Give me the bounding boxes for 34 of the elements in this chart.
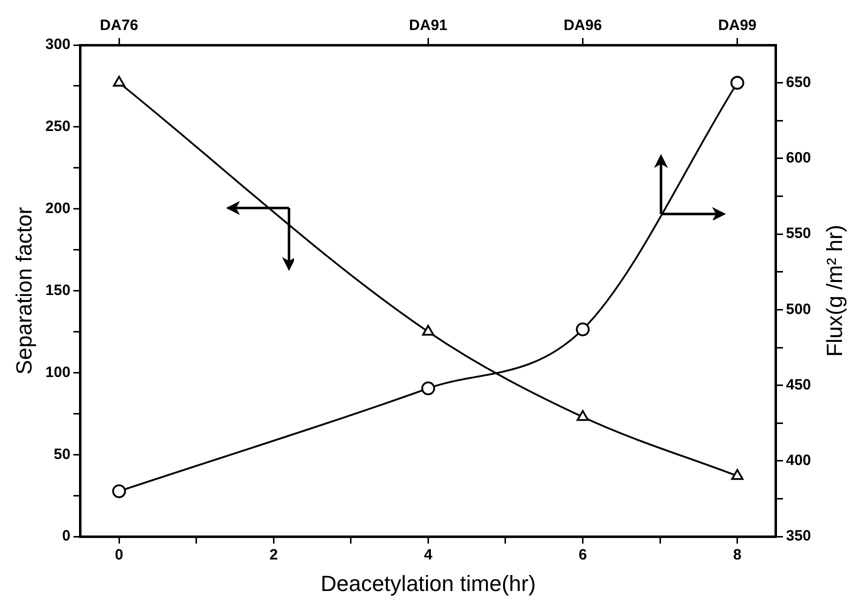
y-tick-label: 250 <box>45 118 70 136</box>
y2-tick-label: 650 <box>786 74 812 91</box>
y-tick-label: 300 <box>45 36 70 54</box>
y2-tick-label: 500 <box>786 300 812 318</box>
annotation: DA96 <box>564 17 602 34</box>
annotation: DA91 <box>409 17 448 34</box>
y2-tick-label: 350 <box>786 528 812 545</box>
y-tick-label: 0 <box>62 528 70 545</box>
point <box>421 381 436 396</box>
point <box>731 469 744 480</box>
x-axis-title: Deacetylation time(hr) <box>320 570 536 596</box>
y-axis-title: Separation factor <box>11 207 36 375</box>
point <box>576 322 590 336</box>
x-tick-label: 6 <box>578 546 587 564</box>
x-tick-label: 2 <box>269 546 278 564</box>
y2-tick-label: 600 <box>786 150 812 167</box>
y-tick-label: 150 <box>45 282 70 299</box>
point <box>112 484 126 498</box>
y2-tick-label: 400 <box>786 452 812 470</box>
y-tick-label: 100 <box>45 364 70 381</box>
x-tick-label: 4 <box>424 546 434 564</box>
point <box>112 76 126 87</box>
annotation: DA99 <box>718 17 757 34</box>
y2-tick-label: 550 <box>786 225 812 242</box>
point <box>422 324 434 336</box>
y2-axis-title: Flux(g /m² hr) <box>822 224 848 357</box>
point <box>730 76 744 90</box>
y-tick-label: 50 <box>54 446 70 463</box>
y-tick-label: 200 <box>45 200 70 218</box>
y2-tick-label: 450 <box>786 376 812 394</box>
x-tick-label: 8 <box>733 546 742 564</box>
annotation: DA76 <box>100 17 138 34</box>
x-tick-label: 0 <box>114 546 124 564</box>
point <box>576 410 589 421</box>
